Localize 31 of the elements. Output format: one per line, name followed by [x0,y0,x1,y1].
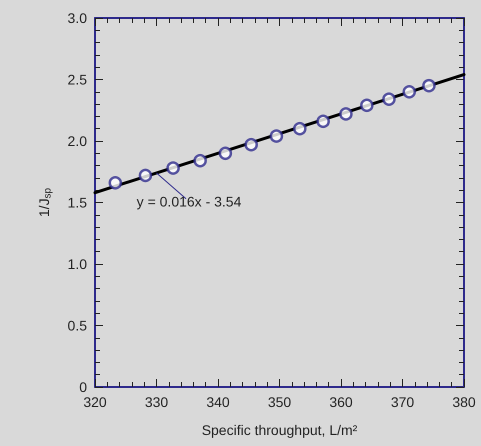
point [316,114,330,128]
x-tick-label: 360 [329,394,353,410]
x-axis-title: Specific throughput, L/m² [202,422,358,438]
x-tick-label: 330 [144,394,168,410]
point [293,122,307,136]
point [244,138,258,152]
x-tick-label: 340 [206,394,230,410]
point [422,78,436,92]
x-tick-label: 350 [268,394,292,410]
y-tick-label: 2.5 [68,72,88,88]
annotation: y = 0.016x - 3.54 [136,193,242,210]
point [339,107,353,121]
point [402,85,416,99]
point [193,154,207,168]
y-tick-label: 3.0 [68,10,88,26]
x-tick-label: 380 [452,394,476,410]
x-tick-label: 320 [83,394,107,410]
y-tick-label: 2.0 [68,133,88,149]
y-tick-label: 0.5 [68,318,88,334]
point [360,98,374,112]
point [218,146,232,160]
y-tick-label: 0 [79,379,88,395]
point [270,129,284,143]
point [138,168,152,182]
y-axis-title: 1/Jsp [36,187,54,218]
point [382,92,396,106]
y-tick-label: 1.0 [68,256,88,272]
y-tick-label: 1.5 [68,194,88,210]
point [108,176,122,190]
x-tick-label: 370 [390,394,414,410]
point [166,161,180,175]
